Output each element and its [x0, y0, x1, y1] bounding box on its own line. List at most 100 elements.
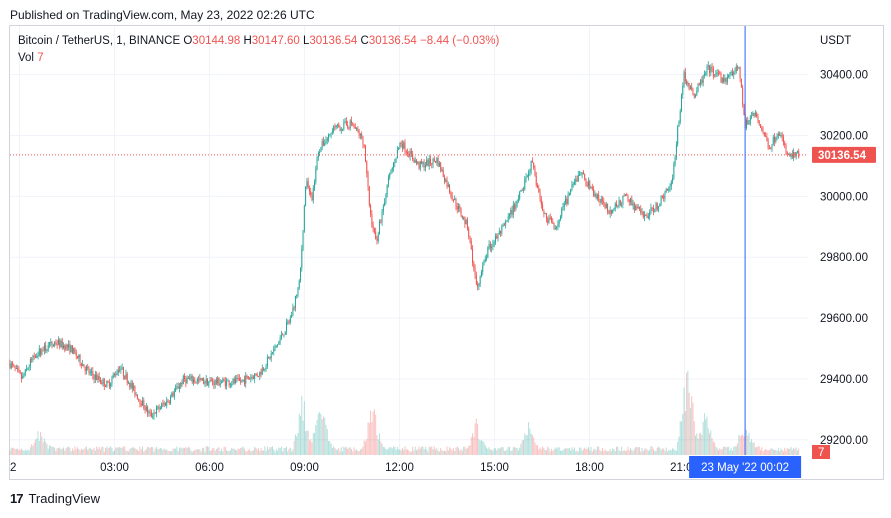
- candle-body: [119, 369, 121, 371]
- volume-bar: [335, 449, 337, 455]
- volume-bar: [205, 446, 207, 455]
- volume-bar: [241, 447, 243, 455]
- tradingview-brand[interactable]: 17 TradingView: [10, 491, 100, 506]
- candle-body: [589, 181, 591, 189]
- volume-bar: [176, 446, 178, 455]
- candle-body: [177, 386, 179, 389]
- volume-bar: [263, 450, 265, 455]
- volume-bar: [370, 410, 372, 455]
- volume-bar: [187, 446, 189, 455]
- candle-body: [71, 345, 73, 354]
- candle-body: [591, 186, 593, 189]
- volume-bar: [143, 451, 145, 455]
- volume-bar: [177, 451, 179, 455]
- volume-bar: [758, 446, 760, 455]
- candle-body: [714, 76, 716, 78]
- candle-body: [686, 81, 688, 85]
- volume-bar: [622, 451, 624, 455]
- candle-body: [148, 411, 150, 414]
- volume-bar: [426, 449, 428, 455]
- volume-bar: [91, 449, 93, 455]
- volume-bar: [779, 451, 781, 455]
- candle-body: [241, 379, 243, 382]
- candle-body: [297, 287, 299, 296]
- candle-body: [739, 67, 741, 79]
- volume-bar: [673, 448, 675, 455]
- volume-bar: [458, 448, 460, 455]
- volume-bar: [166, 449, 168, 455]
- candle-body: [366, 161, 368, 174]
- candle-body: [382, 205, 384, 212]
- candle-body: [37, 355, 39, 357]
- candle-body: [510, 210, 512, 215]
- candle-body: [110, 383, 112, 387]
- chart-frame[interactable]: [9, 25, 884, 480]
- volume-bar: [747, 435, 749, 455]
- candle-body: [221, 382, 223, 384]
- volume-bar: [663, 448, 665, 455]
- candle-body: [82, 364, 84, 366]
- candle-body: [293, 307, 295, 309]
- candle-body: [552, 221, 554, 224]
- candle-body: [336, 124, 338, 126]
- candle-body: [726, 76, 728, 83]
- candle-body: [368, 186, 370, 206]
- candle-body: [672, 178, 674, 182]
- candle-body: [191, 376, 193, 383]
- candle-body: [494, 235, 496, 243]
- candle-body: [446, 179, 448, 187]
- candle-body: [393, 163, 395, 168]
- volume-bar: [417, 449, 419, 455]
- candle-body: [98, 376, 100, 380]
- candle-body: [78, 354, 80, 358]
- candle-body: [758, 120, 760, 125]
- volume-bar: [548, 448, 550, 455]
- candle-body: [121, 367, 123, 370]
- candle-body: [762, 130, 764, 133]
- volume-bar: [703, 413, 705, 455]
- volume-bar: [201, 448, 203, 455]
- candle-body: [314, 182, 316, 188]
- brand-label: TradingView: [28, 491, 101, 506]
- volume-bar: [214, 450, 216, 455]
- volume-bar: [460, 448, 462, 455]
- candle-body: [274, 345, 276, 349]
- volume-bar: [521, 440, 523, 455]
- candle-body: [697, 83, 699, 92]
- candle-body: [268, 357, 270, 359]
- x-tick-label: 06:00: [195, 462, 224, 474]
- candle-body: [350, 120, 352, 124]
- candle-body: [636, 206, 638, 209]
- candle-body: [156, 407, 158, 414]
- candle-body: [247, 376, 249, 379]
- volume-bar: [102, 446, 104, 455]
- candle-body: [399, 142, 401, 148]
- candle-body: [763, 132, 765, 137]
- candle-body: [173, 391, 175, 397]
- candle-body: [275, 345, 277, 347]
- candle-body: [227, 380, 229, 382]
- volume-bar: [111, 447, 113, 455]
- volume-bar: [433, 446, 435, 455]
- volume-bar: [384, 447, 386, 455]
- volume-bar: [689, 408, 691, 455]
- candle-body: [612, 209, 614, 214]
- candle-body: [791, 153, 793, 158]
- symbol-label[interactable]: Bitcoin / TetherUS, 1, BINANCE: [18, 35, 181, 47]
- volume-bar: [614, 451, 616, 455]
- candle-body: [390, 170, 392, 174]
- volume-bar: [401, 447, 403, 455]
- volume-bar: [284, 447, 286, 455]
- volume-bar: [760, 450, 761, 455]
- volume-bar: [49, 445, 50, 455]
- volume-bar: [776, 450, 778, 455]
- candle-body: [338, 124, 340, 128]
- candle-body: [229, 384, 231, 386]
- volume-bar: [765, 448, 767, 455]
- candle-body: [324, 143, 326, 146]
- candle-body: [517, 198, 519, 201]
- volume-bar: [278, 447, 280, 455]
- candle-body: [60, 340, 62, 348]
- candle-body: [306, 181, 308, 187]
